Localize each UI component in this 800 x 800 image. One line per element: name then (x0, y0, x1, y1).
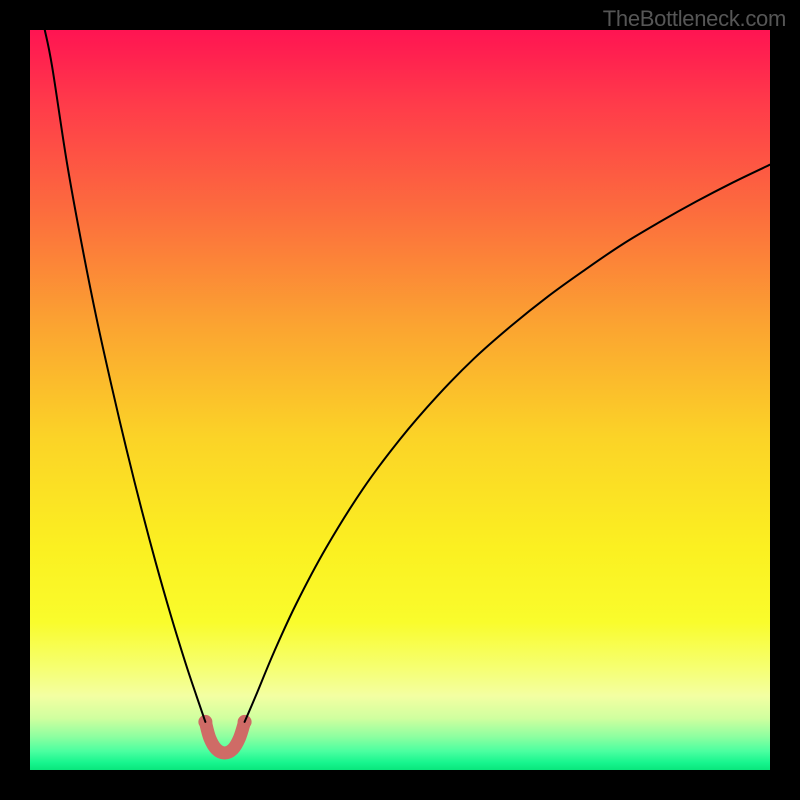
chart-curves (30, 30, 770, 770)
curve-right-branch (245, 165, 770, 722)
valley-marker (205, 722, 244, 753)
plot-area (30, 30, 770, 770)
curve-left-branch (45, 30, 206, 722)
watermark-text: TheBottleneck.com (603, 6, 786, 32)
